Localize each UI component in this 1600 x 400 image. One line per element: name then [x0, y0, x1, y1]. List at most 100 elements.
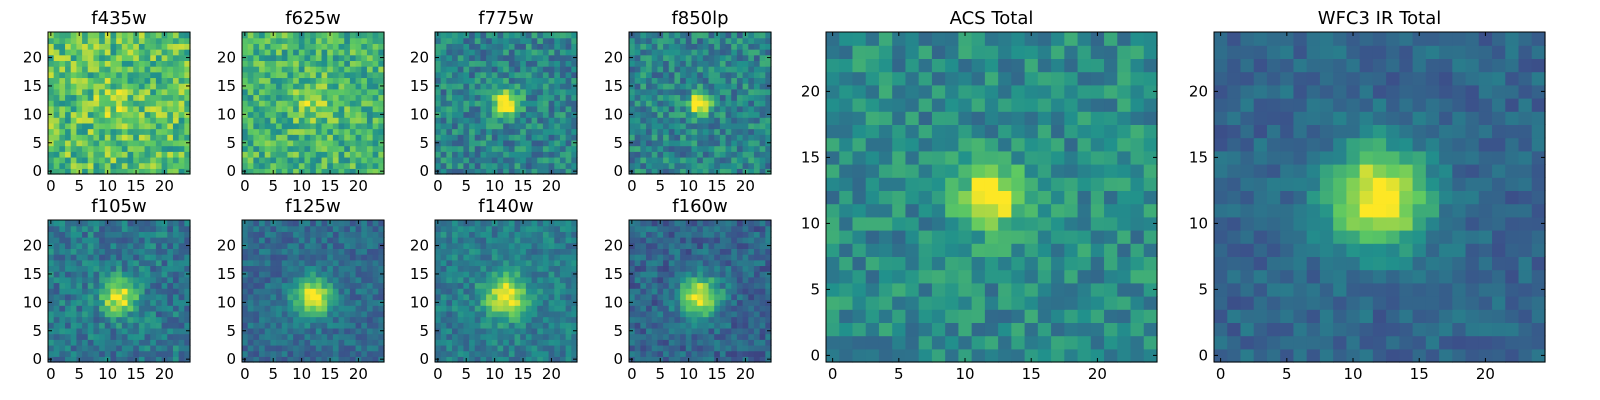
heatmap-cell	[298, 60, 306, 67]
heatmap-cell	[178, 288, 185, 295]
heatmap-cell	[242, 60, 249, 67]
heatmap-cell	[304, 271, 311, 278]
heatmap-cell	[82, 43, 89, 50]
heatmap-cell	[452, 71, 459, 79]
heatmap-cell	[87, 162, 95, 169]
heatmap-cell	[542, 37, 550, 44]
heatmap-cell	[264, 327, 271, 335]
heatmap-cell	[663, 299, 670, 306]
heatmap-cell	[110, 88, 117, 96]
heatmap-cell	[446, 145, 453, 152]
heatmap-cell	[452, 276, 459, 284]
heatmap-cell	[242, 128, 249, 135]
heatmap-cell	[542, 299, 550, 306]
heatmap-cell	[531, 88, 538, 96]
heatmap-cell	[281, 117, 289, 124]
heatmap-cell	[155, 322, 163, 329]
heatmap-cell	[497, 293, 504, 301]
heatmap-cell	[731, 339, 738, 346]
heatmap-cell	[520, 49, 527, 56]
heatmap-cell	[565, 310, 572, 318]
heatmap-cell	[657, 139, 664, 147]
heatmap-cell	[731, 77, 738, 84]
heatmap-cell	[520, 276, 527, 284]
heatmap-cell	[463, 37, 470, 44]
heatmap-cell	[104, 293, 112, 301]
heatmap-cell	[298, 288, 306, 295]
heatmap-cell	[531, 66, 538, 73]
heatmap-cell	[435, 77, 442, 84]
heatmap-cell	[372, 322, 379, 329]
heatmap-cell	[748, 128, 755, 135]
heatmap-cell	[469, 327, 476, 335]
heatmap-cell	[378, 282, 385, 289]
heatmap-cell	[525, 105, 533, 113]
heatmap-cell	[663, 134, 670, 141]
heatmap-cell	[332, 237, 340, 244]
heatmap-cell	[719, 117, 727, 124]
heatmap-cell	[372, 71, 379, 79]
heatmap-cell	[714, 100, 721, 107]
heatmap-cell	[503, 100, 510, 107]
heatmap-cell	[531, 162, 538, 169]
heatmap-cell	[457, 231, 464, 238]
heatmap-cell	[731, 310, 738, 318]
heatmap-cell	[457, 94, 464, 101]
heatmap-cell	[253, 310, 260, 318]
heatmap-cell	[525, 60, 533, 67]
heatmap-cell	[150, 356, 157, 363]
heatmap-cell	[116, 327, 123, 335]
heatmap-cell	[242, 265, 249, 272]
heatmap-cell	[327, 60, 334, 67]
heatmap-cell	[70, 128, 77, 135]
heatmap-cell	[59, 37, 66, 44]
heatmap-cell	[150, 88, 157, 96]
heatmap-cell	[474, 350, 482, 357]
heatmap-cell	[247, 259, 254, 267]
heatmap-cell	[571, 151, 578, 158]
heatmap-cell	[121, 299, 129, 306]
heatmap-cell	[355, 94, 362, 101]
heatmap-cell	[668, 271, 676, 278]
heatmap-cell	[155, 37, 163, 44]
heatmap-cell	[629, 37, 636, 44]
heatmap-cell	[70, 32, 77, 39]
heatmap-cell	[344, 356, 351, 363]
heatmap-cell	[525, 322, 533, 329]
heatmap-cell	[537, 231, 544, 238]
heatmap-cell	[440, 254, 447, 261]
heatmap-cell	[685, 288, 693, 295]
heatmap-cell	[344, 151, 351, 158]
heatmap-cell	[759, 83, 766, 90]
heatmap-cell	[53, 305, 60, 312]
heatmap-cell	[480, 254, 487, 261]
heatmap-cell	[531, 151, 538, 158]
heatmap-cell	[293, 32, 300, 39]
heatmap-cell	[719, 305, 727, 312]
heatmap-cell	[469, 344, 476, 352]
heatmap-cell	[82, 37, 89, 44]
heatmap-cell	[327, 344, 334, 352]
heatmap-cell	[719, 94, 727, 101]
heatmap-cell	[121, 111, 129, 118]
heatmap-cell	[452, 151, 459, 158]
heatmap-cell	[548, 293, 555, 301]
heatmap-cell	[87, 305, 95, 312]
heatmap-cell	[446, 231, 453, 238]
heatmap-cell	[270, 122, 277, 130]
heatmap-cell	[242, 145, 249, 152]
heatmap-cell	[520, 105, 527, 113]
heatmap-cell	[144, 128, 151, 135]
heatmap-cell	[338, 322, 345, 329]
heatmap-cell	[281, 310, 289, 318]
heatmap-cell	[719, 333, 727, 340]
heatmap-cell	[315, 327, 323, 335]
heatmap-cell	[372, 168, 379, 175]
heatmap-cell	[685, 162, 693, 169]
heatmap-cell	[765, 94, 772, 101]
heatmap-cell	[452, 168, 459, 175]
heatmap-cell	[446, 122, 453, 130]
heatmap-cell	[116, 293, 123, 301]
heatmap-cell	[486, 316, 493, 323]
y-tick-label: 5	[226, 322, 236, 340]
